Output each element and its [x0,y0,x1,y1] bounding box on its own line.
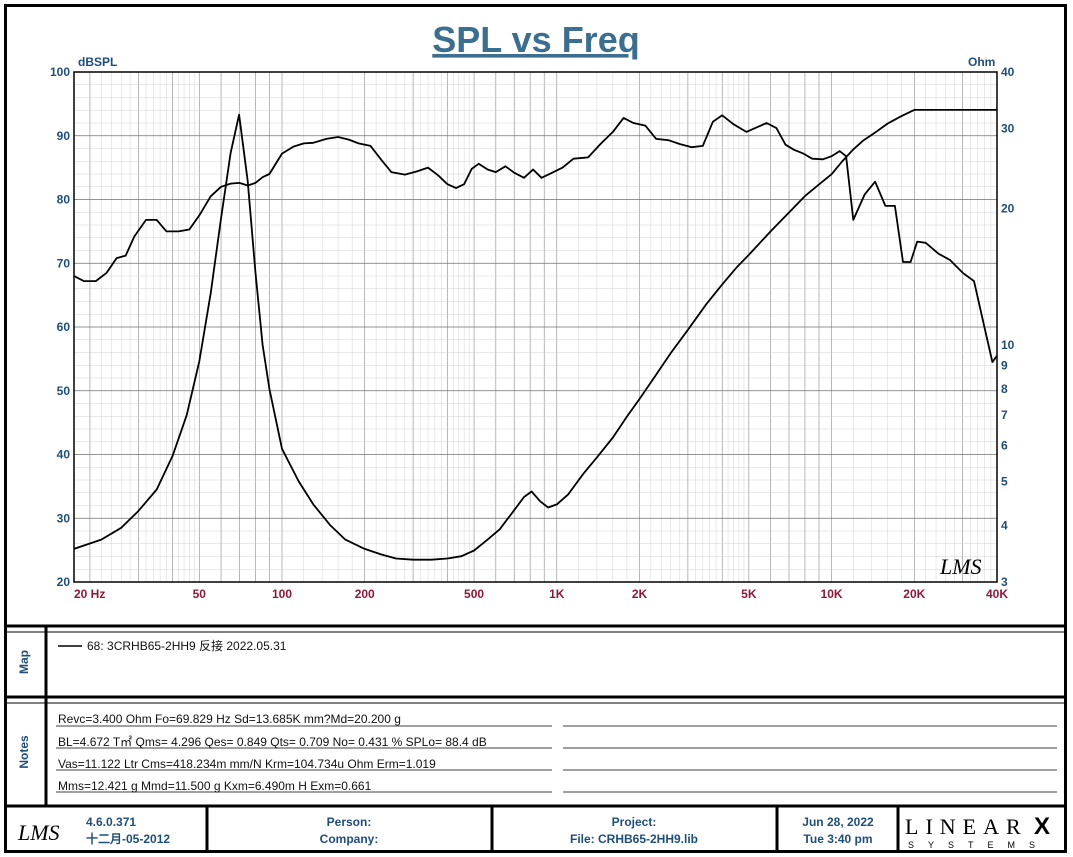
note-line-3: Vas=11.122 Ltr Cms=418.234m mm/N Krm=104… [58,757,436,771]
x-tick-label: 50 [193,587,207,601]
y-left-tick-label: 100 [50,65,70,79]
y-left-tick-label: 90 [57,129,71,143]
note-line-2: BL=4.672 T㎡ Qms= 4.296 Qes= 0.849 Qts= 0… [58,735,487,749]
chart-title: SPL vs Freq [432,19,639,60]
y-right-tick-label: 6 [1001,439,1008,453]
x-tick-label: 10K [821,587,843,601]
y-left-tick-label: 30 [57,511,71,525]
footer-date: Jun 28, 2022 [802,815,874,829]
footer-version: 4.6.0.371 [86,815,136,829]
y-left-tick-label: 40 [57,448,71,462]
y-right-axis-label: Ohm [968,55,995,69]
impedance-curve [73,109,997,561]
chart-frame [4,4,1067,853]
x-tick-label: 1K [549,587,565,601]
y-right-tick-label: 8 [1001,382,1008,396]
linearx-brand-sub: SYSTEMS [908,840,1049,850]
y-left-axis-label: dBSPL [78,55,117,69]
notes-label: Notes [17,735,31,769]
x-tick-label: 200 [355,587,375,601]
linearx-brand-x: X [1034,813,1050,840]
x-tick-label: 5K [741,587,757,601]
y-right-tick-label: 5 [1001,474,1008,488]
note-line-1: Revc=3.400 Ohm Fo=69.829 Hz Sd=13.685K m… [58,712,401,726]
y-right-tick-label: 20 [1001,201,1015,215]
y-right-ticks: 3 4 5 6 7 8 9 10 20 30 40 [1001,65,1015,589]
x-tick-label: 500 [464,587,484,601]
y-right-tick-label: 3 [1001,575,1008,589]
y-left-tick-label: 20 [57,575,71,589]
series-layer [73,109,998,561]
x-tick-label: 100 [272,587,292,601]
notes-panel: Revc=3.400 Ohm Fo=69.829 Hz Sd=13.685K m… [56,712,1057,793]
x-tick-label: 20K [903,587,925,601]
y-right-tick-label: 10 [1001,338,1015,352]
x-ticks: 20 Hz 50 100 200 500 1K 2K 5K 10K 20K 40K [74,587,1008,601]
y-right-tick-label: 9 [1001,359,1008,373]
y-right-tick-label: 7 [1001,408,1008,422]
y-left-ticks: 20 30 40 50 60 70 80 90 100 [50,65,70,589]
footer-build-date: 十二月-05-2012 [86,831,170,846]
footer-lms-logo: LMS [17,820,60,845]
y-left-tick-label: 60 [57,320,71,334]
footer-file: File: CRHB65-2HH9.lib [570,832,698,846]
y-right-tick-label: 40 [1001,65,1015,79]
y-right-tick-label: 30 [1001,122,1015,136]
y-right-tick-label: 4 [1001,518,1008,532]
x-tick-label: 40K [986,587,1008,601]
lms-watermark: LMS [939,554,982,579]
footer-project: Project: [612,815,657,829]
y-left-tick-label: 80 [57,193,71,207]
x-tick-label: 2K [632,587,648,601]
y-left-tick-label: 70 [57,256,71,270]
map-label: Map [17,650,31,674]
footer-person: Person: [327,815,372,829]
linearx-brand: LINEAR [905,814,1028,839]
plot-area-border [73,71,998,583]
footer-time: Tue 3:40 pm [803,832,872,846]
legend-entry: 68: 3CRHB65-2HH9 反接 2022.05.31 [87,638,287,653]
y-left-tick-label: 50 [57,384,71,398]
note-line-4: Mms=12.421 g Mmd=11.500 g Kxm=6.490m H E… [58,779,372,793]
footer-company: Company: [320,832,379,846]
x-tick-label: 20 Hz [74,587,105,601]
spl-curve [73,114,998,363]
